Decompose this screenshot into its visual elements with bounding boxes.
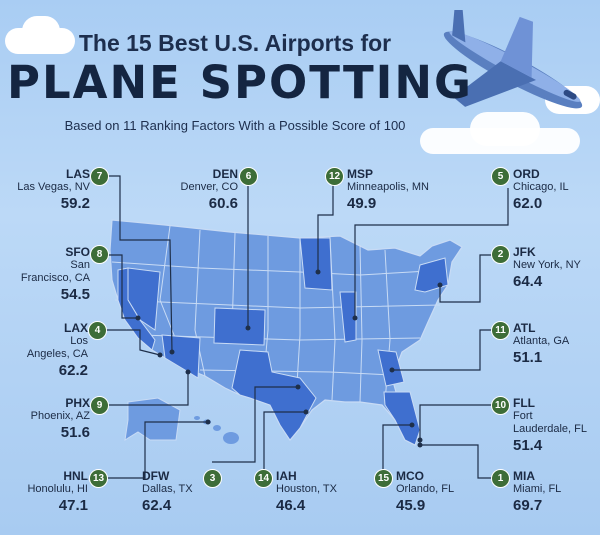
airport-code: ORD <box>513 167 540 181</box>
airport-city: New York, NY <box>513 259 581 271</box>
airport-code: ATL <box>513 321 536 335</box>
airplane-icon <box>443 10 583 109</box>
airport-score: 49.9 <box>347 195 377 212</box>
state-hawaii <box>194 416 239 444</box>
airport-city: Minneapolis, MN <box>347 181 429 193</box>
rank-badge: 14 <box>254 469 273 488</box>
airport-score: 51.4 <box>513 437 543 454</box>
airport-card-ord: ORD Chicago, IL 62.0 <box>513 167 598 212</box>
airport-code: IAH <box>276 469 297 483</box>
airport-score: 62.0 <box>513 195 543 212</box>
state-florida <box>383 391 421 446</box>
airport-city: Atlanta, GA <box>513 335 570 347</box>
airport-score: 62.2 <box>58 362 88 379</box>
airport-card-sfo: SFO San Francisco, CA 54.5 <box>10 245 90 303</box>
connector-dots <box>135 269 443 448</box>
rank-badge: 15 <box>374 469 393 488</box>
airport-city: Phoenix, AZ <box>30 410 90 422</box>
airport-city: Denver, CO <box>180 181 238 193</box>
rank-badge: 2 <box>491 245 510 264</box>
airport-card-phx: PHX Phoenix, AZ 51.6 <box>10 396 90 441</box>
airport-score: 64.4 <box>513 273 543 290</box>
airport-city: Las Vegas, NV <box>17 181 90 193</box>
airport-score: 45.9 <box>396 497 426 514</box>
rank-badge: 12 <box>325 167 344 186</box>
airport-city: Chicago, IL <box>513 181 569 193</box>
airport-city: Orlando, FL <box>396 483 455 495</box>
airport-card-mia: MIA Miami, FL 69.7 <box>513 469 598 514</box>
airport-card-atl: ATL Atlanta, GA 51.1 <box>513 321 598 366</box>
airport-city-line1: San <box>70 259 90 271</box>
airport-code: HNL <box>63 469 88 483</box>
airport-code: MIA <box>513 469 535 483</box>
airport-card-mco: MCO Orlando, FL 45.9 <box>396 469 481 514</box>
airport-score: 59.2 <box>60 195 90 212</box>
airport-city-line1: Los <box>70 335 88 347</box>
airport-city-line2: Lauderdale, FL <box>513 423 587 435</box>
airport-code: LAX <box>64 321 88 335</box>
airport-code: SFO <box>65 245 90 259</box>
cloud-right-top <box>470 112 540 146</box>
airport-card-iah: IAH Houston, TX 46.4 <box>276 469 356 514</box>
airport-score: 54.5 <box>60 286 90 303</box>
airport-card-las: LAS Las Vegas, NV 59.2 <box>10 167 90 212</box>
airport-score: 69.7 <box>513 497 543 514</box>
airport-score: 51.6 <box>60 424 90 441</box>
rank-badge: 5 <box>491 167 510 186</box>
airport-card-lax: LAX Los Angeles, CA 62.2 <box>10 321 88 379</box>
rank-badge: 8 <box>90 245 109 264</box>
state-arizona <box>161 334 201 379</box>
rank-badge: 6 <box>239 167 258 186</box>
title-main: PLANE SPOTTING <box>7 56 473 109</box>
airport-code: MCO <box>396 469 424 483</box>
rank-badge: 9 <box>90 396 109 415</box>
airport-code: LAS <box>66 167 90 181</box>
airport-code: DEN <box>212 167 238 181</box>
rank-badge: 11 <box>491 321 510 340</box>
airport-code: FLL <box>513 396 535 410</box>
state-illinois <box>339 291 357 343</box>
airport-score: 47.1 <box>58 497 88 514</box>
airport-city-line2: Angeles, CA <box>26 348 88 360</box>
connector-lines <box>96 175 509 479</box>
airport-score: 51.1 <box>513 349 543 366</box>
airport-code: DFW <box>142 469 170 483</box>
airport-card-jfk: JFK New York, NY 64.4 <box>513 245 598 290</box>
airport-city: Miami, FL <box>513 483 562 495</box>
state-alaska <box>124 397 181 441</box>
airport-card-hnl: HNL Honolulu, HI 47.1 <box>10 469 88 514</box>
airport-score: 60.6 <box>208 195 238 212</box>
state-texas <box>231 349 317 441</box>
state-minnesota <box>299 237 333 291</box>
airport-card-dfw: DFW Dallas, TX 62.4 <box>142 469 232 514</box>
airport-city: Honolulu, HI <box>27 483 88 495</box>
cloud-left-top <box>22 16 60 46</box>
airport-code: PHX <box>65 396 90 410</box>
airport-city-line1: Fort <box>513 410 533 422</box>
subtitle: Based on 11 Ranking Factors With a Possi… <box>64 118 406 133</box>
airport-card-msp: MSP Minneapolis, MN 49.9 <box>347 167 457 212</box>
airport-score: 46.4 <box>276 497 306 514</box>
airport-score: 62.4 <box>142 497 172 514</box>
airport-city-line2: Francisco, CA <box>20 272 90 284</box>
rank-badge: 13 <box>89 469 108 488</box>
airport-code: JFK <box>513 245 536 259</box>
rank-badge: 3 <box>203 469 222 488</box>
airport-card-den: DEN Denver, CO 60.6 <box>160 167 238 212</box>
title-line-1: The 15 Best U.S. Airports for <box>78 30 392 56</box>
airport-city: Houston, TX <box>276 483 337 495</box>
rank-badge: 7 <box>90 167 109 186</box>
rank-badge: 1 <box>491 469 510 488</box>
airport-code: MSP <box>347 167 374 181</box>
state-colorado <box>213 307 266 346</box>
airport-card-fll: FLL Fort Lauderdale, FL 51.4 <box>513 396 598 454</box>
airport-city: Dallas, TX <box>142 483 193 495</box>
rank-badge: 4 <box>88 321 107 340</box>
rank-badge: 10 <box>491 396 510 415</box>
